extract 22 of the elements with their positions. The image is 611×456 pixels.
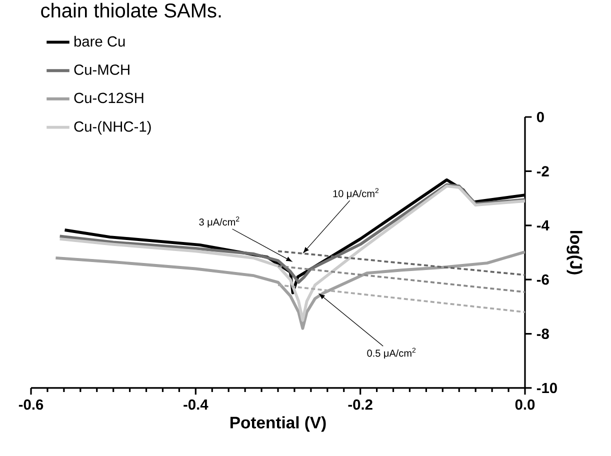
y-tick-label: -4 [536, 220, 550, 230]
y-tick-label: -6 [536, 274, 549, 285]
annotation: 10 μA/cm$^{2}$ [333, 188, 379, 199]
legend-label: Cu-C12SH [74, 92, 144, 104]
line-series [54, 250, 525, 330]
annotation: 3 μA/cm$^{2}$ [199, 216, 240, 228]
y-tick-label: 0 [536, 112, 544, 122]
x-tick-label: 0.0 [515, 399, 535, 410]
legend-label: bare Cu [74, 36, 125, 47]
x-tick-label: -0.4 [184, 399, 208, 410]
line-series [58, 184, 525, 322]
x-axis-title: Potential (V) [230, 416, 326, 432]
y-tick-label: -8 [536, 328, 549, 339]
annotation: 0.5 μA/cm$^{2}$ [367, 348, 416, 359]
legend-label: Cu-(NHC-1) [74, 120, 151, 135]
y-axis-title: log(J) [566, 230, 582, 274]
y-tick-label: -2 [536, 166, 549, 176]
x-tick-label: -0.6 [18, 399, 44, 410]
x-tick-label: -0.2 [348, 399, 372, 410]
y-tick-label: -10 [536, 382, 557, 394]
chart-title: chain thiolate SAMs. [41, 2, 221, 18]
legend-label: Cu-MCH [74, 64, 130, 75]
